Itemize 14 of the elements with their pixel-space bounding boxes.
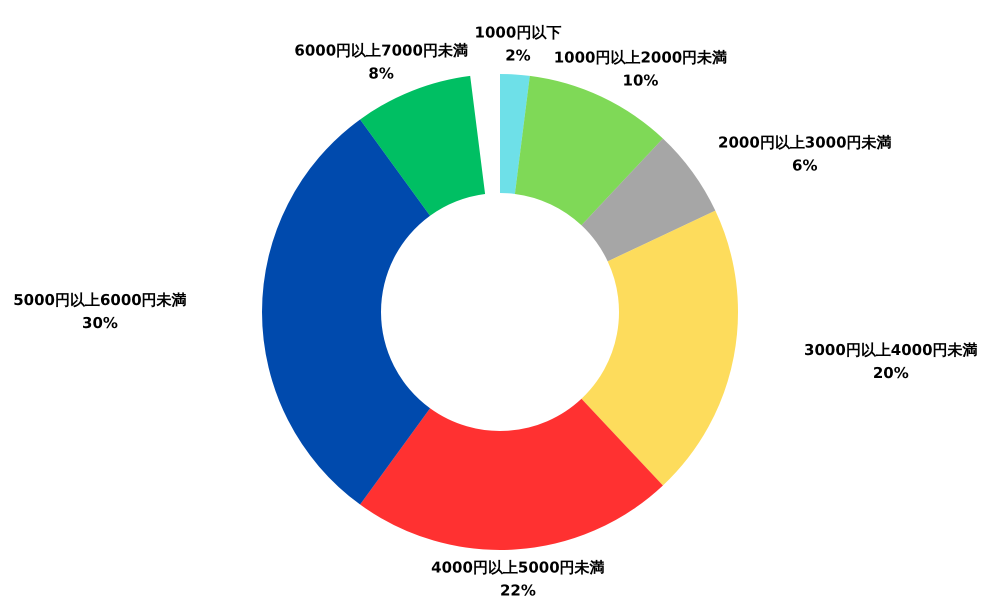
slice-label: 4000円以上5000円未満 xyxy=(431,558,605,576)
slice-label: 5000円以上6000円未満 xyxy=(13,290,187,309)
data-label: 2% xyxy=(505,46,531,64)
data-label: 22% xyxy=(500,581,536,599)
data-label: 30% xyxy=(82,314,118,332)
data-label: 20% xyxy=(872,364,909,382)
slice-label: 2000円以上3000円未満 xyxy=(718,133,892,152)
data-label: 8% xyxy=(368,64,394,83)
data-label: 10% xyxy=(622,71,658,90)
slice-label: 1000円以下 xyxy=(474,23,562,42)
slice-label: 6000円以上7000円未満 xyxy=(294,42,468,60)
slice-label: 1000円以上2000円未満 xyxy=(554,48,728,66)
data-label: 6% xyxy=(792,156,818,174)
slice-label: 3000円以上4000円未満 xyxy=(804,341,978,360)
